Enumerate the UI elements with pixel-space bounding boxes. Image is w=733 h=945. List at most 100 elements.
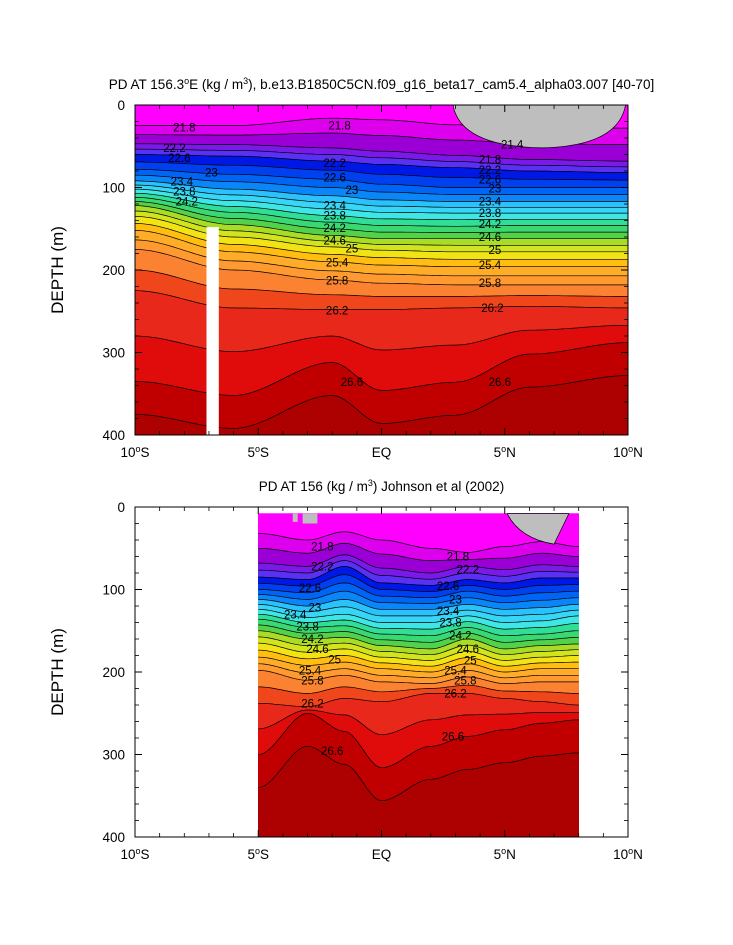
contour-label: 24.2	[176, 197, 198, 209]
isopycnal-line	[258, 542, 579, 561]
y-tick-label: 400	[102, 830, 125, 845]
isopycnal-line	[258, 608, 579, 623]
contour-label: 25.4	[299, 665, 322, 677]
isopycnal-line	[258, 590, 579, 604]
isopycnal-line	[258, 630, 579, 650]
contour-label: 24.6	[306, 644, 328, 656]
contour-label: 24.2	[449, 631, 471, 643]
chart-title: PD AT 156.3oE (kg / m3), b.e13.B1850C5CN…	[109, 76, 654, 92]
contour-label: 24.2	[301, 634, 323, 646]
contour-label: 24.2	[323, 223, 345, 235]
isopycnal-line	[135, 143, 628, 162]
y-tick-label: 300	[102, 346, 125, 361]
contour-label: 22.6	[437, 581, 459, 593]
x-tick-label: 5oN	[494, 846, 516, 862]
contour-label: 26.2	[481, 303, 503, 315]
contour-label: 23.8	[479, 208, 501, 220]
isopycnal-line	[135, 169, 628, 188]
contour-label: 23	[309, 603, 322, 615]
isopycnal-line	[135, 192, 628, 221]
contour-label: 21.8	[447, 552, 469, 564]
contour-label: 25.8	[454, 675, 476, 687]
isopycnal-line	[258, 624, 579, 643]
contour-label: 23.8	[296, 622, 318, 634]
isopycnal-line	[258, 670, 579, 684]
contour-label: 25	[328, 655, 341, 667]
contour-label: 25.4	[326, 258, 349, 270]
y-tick-label: 0	[117, 500, 125, 515]
contour-label: 24.6	[323, 235, 345, 247]
y-axis-label: DEPTH (m)	[48, 226, 67, 314]
contour-label: 23.8	[173, 187, 195, 199]
x-tick-label: EQ	[372, 445, 392, 460]
isopycnal-line	[258, 636, 579, 656]
isopycnal-line	[258, 745, 579, 802]
contour-label: 26.6	[442, 731, 464, 743]
isopycnal-line	[258, 642, 579, 661]
contour-label: 26.6	[489, 377, 511, 389]
isopycnal-line	[258, 560, 579, 580]
contour-label: 22.6	[299, 583, 321, 595]
isopycnal-line	[258, 554, 579, 574]
contour-label: 22.6	[168, 153, 190, 165]
x-tick-label: 10oN	[613, 846, 643, 862]
isopycnal-line	[258, 599, 579, 610]
contour-label: 26.2	[301, 698, 323, 710]
contour-label: 22.6	[323, 173, 345, 185]
missing-data-region	[506, 513, 570, 545]
y-tick-label: 400	[102, 428, 125, 443]
isopycnal-line	[135, 180, 628, 202]
isopycnal-line	[258, 531, 579, 553]
contour-label: 23	[205, 168, 218, 180]
isopycnal-line	[135, 197, 628, 227]
x-tick-label: EQ	[372, 847, 392, 862]
observed-contour-panel: PD AT 156 (kg / m3) Johnson et al (2002)…	[48, 478, 643, 862]
contour-label: 21.8	[328, 121, 350, 133]
isopycnal-line	[258, 693, 579, 707]
contour-label: 24.6	[457, 644, 479, 656]
x-tick-label: 5oS	[247, 846, 269, 862]
contour-label: 21.4	[501, 140, 524, 152]
contour-label: 22.6	[479, 174, 501, 186]
contour-label: 22.2	[479, 165, 501, 177]
contour-label: 24.2	[479, 219, 501, 231]
contour-label: 23.4	[284, 609, 307, 621]
y-tick-label: 100	[102, 583, 125, 598]
isopycnal-line	[135, 184, 628, 208]
isopycnal-line	[258, 684, 579, 694]
contour-label: 25	[488, 245, 501, 257]
contour-label: 26.2	[326, 305, 348, 317]
missing-data-region	[292, 513, 298, 522]
contour-label: 25.4	[479, 260, 502, 272]
x-tick-label: 10oN	[613, 444, 643, 460]
isopycnal-line	[135, 201, 628, 233]
isopycnal-line	[258, 582, 579, 599]
x-tick-label: 5oS	[247, 444, 269, 460]
isopycnal-line	[258, 618, 579, 637]
contour-label: 23.4	[171, 177, 194, 189]
plot-area: 21.822.222.62323.423.824.224.62525.425.8…	[258, 513, 579, 837]
contour-label: 26.2	[444, 688, 466, 700]
isopycnal-line	[258, 566, 579, 586]
chart-title: PD AT 156 (kg / m3) Johnson et al (2002)	[259, 478, 504, 494]
isopycnal-line	[258, 656, 579, 673]
contour-label: 21.8	[479, 154, 501, 166]
missing-data-region	[302, 513, 318, 524]
y-tick-label: 100	[102, 181, 125, 196]
missing-data-column	[206, 227, 219, 435]
contour-label: 25.4	[444, 665, 467, 677]
isopycnal-line	[135, 148, 628, 168]
contour-label: 26.6	[341, 377, 363, 389]
y-tick-label: 0	[117, 98, 125, 113]
contour-label: 23.4	[323, 201, 346, 213]
plot-area: 21.8 21.821.422.222.62323.423.824.222.222…	[135, 105, 628, 435]
model-contour-panel: PD AT 156.3oE (kg / m3), b.e13.B1850C5CN…	[48, 76, 654, 460]
contour-label: 24.6	[479, 232, 501, 244]
contour-label: 23.8	[323, 211, 345, 223]
missing-data-region	[452, 105, 626, 149]
isopycnal-line	[258, 613, 579, 630]
x-tick-label: 5oN	[494, 444, 516, 460]
